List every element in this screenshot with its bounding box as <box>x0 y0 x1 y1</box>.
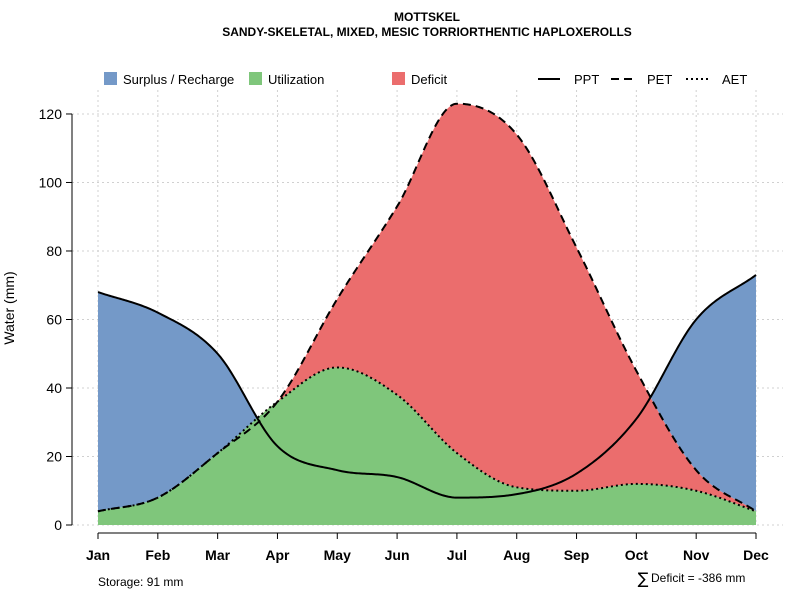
series-lines <box>97 102 757 513</box>
y-tick-label: 60 <box>46 311 62 327</box>
deficit-area <box>98 103 756 512</box>
x-tick-label-sep: Sep <box>564 547 590 563</box>
x-tick-label-mar: Mar <box>205 547 230 563</box>
chart-subtitle: SANDY-SKELETAL, MIXED, MESIC TORRIORTHEN… <box>222 25 632 39</box>
axes: 0 20 40 60 80 100 120 Jan Feb Mar Apr May Jun Jul Aug S… <box>39 106 769 563</box>
x-tick-label-aug: Aug <box>503 547 530 563</box>
y-tick-label: 0 <box>54 517 62 533</box>
deficit-annotation: Deficit = -386 mm <box>651 571 745 585</box>
legend-swatch <box>392 72 405 85</box>
y-tick-label: 80 <box>46 243 62 259</box>
sum-icon: ∑ <box>638 569 649 588</box>
chart-title: MOTTSKEL <box>394 10 460 24</box>
y-axis-title: Water (mm) <box>1 271 17 344</box>
legend-swatch <box>104 72 117 85</box>
y-tick-label: 120 <box>39 106 63 122</box>
x-tick-label-feb: Feb <box>145 547 170 563</box>
x-tick-label-dec: Dec <box>743 547 769 563</box>
surplus-area-0 <box>98 292 259 512</box>
legend: Surplus / Recharge Utilization Deficit PPT P… <box>104 72 747 87</box>
x-tick-label-nov: Nov <box>683 547 710 563</box>
pet-line <box>97 102 757 513</box>
legend-swatch <box>249 72 262 85</box>
legend-label: PET <box>647 72 672 87</box>
y-tick-label: 40 <box>46 380 62 396</box>
x-tick-label-may: May <box>324 547 351 563</box>
legend-label: AET <box>722 72 747 87</box>
x-tick-label-apr: Apr <box>265 547 290 563</box>
x-tick-label-jun: Jun <box>385 547 410 563</box>
area-fills <box>98 103 756 525</box>
legend-label: Surplus / Recharge <box>123 72 234 87</box>
surplus-area-1 <box>651 274 756 512</box>
y-tick-label: 20 <box>46 448 62 464</box>
x-tick-label-oct: Oct <box>625 547 649 563</box>
y-tick-label: 100 <box>39 174 63 190</box>
ppt-line <box>97 274 757 499</box>
legend-label: Deficit <box>411 72 448 87</box>
legend-label: PPT <box>574 72 599 87</box>
legend-label: Utilization <box>268 72 324 87</box>
storage-annotation: Storage: 91 mm <box>98 575 183 589</box>
aet-line <box>97 366 757 513</box>
x-tick-label-jan: Jan <box>86 547 110 563</box>
x-tick-label-jul: Jul <box>447 547 467 563</box>
utilization-area <box>98 367 756 525</box>
